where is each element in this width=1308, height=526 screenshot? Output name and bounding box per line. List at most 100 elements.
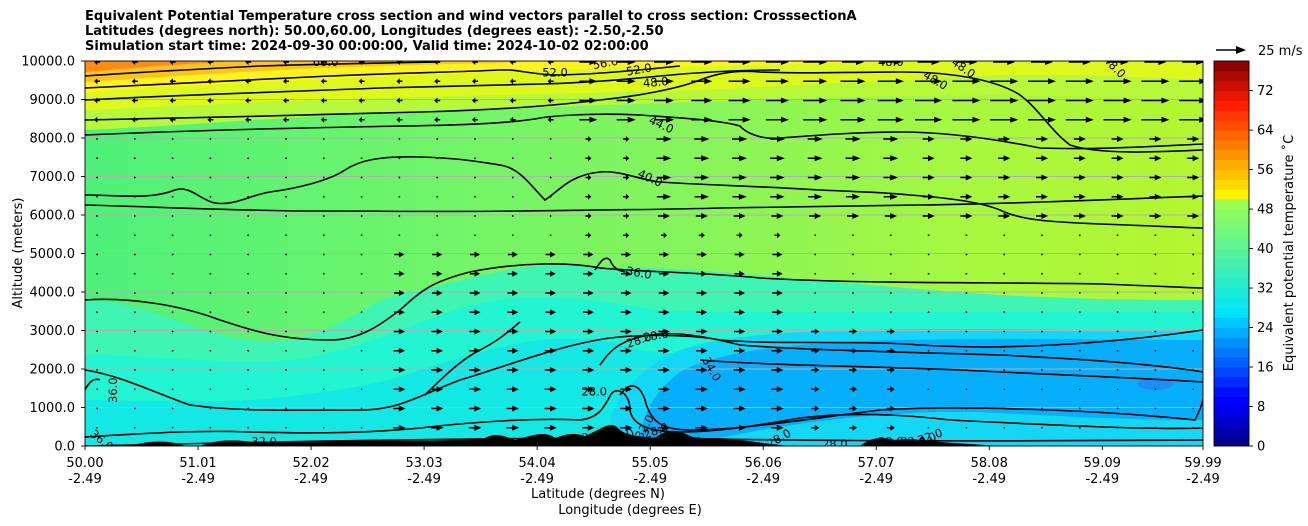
colorbar-bin: [1214, 258, 1249, 269]
wind-vector: [733, 328, 746, 335]
wind-vector: [993, 61, 1016, 65]
wind-vector: [922, 174, 935, 181]
wind-vector: [1028, 78, 1056, 85]
wind-vector: [765, 97, 789, 104]
wind-vector: [585, 232, 592, 239]
wind-vector: [927, 292, 930, 294]
contour-line: [594, 257, 626, 273]
wind-vector: [285, 138, 287, 140]
wind-vector: [803, 97, 828, 104]
wind-vector: [814, 292, 817, 294]
y-tick-label: 3000.0: [30, 324, 76, 339]
wind-vector: [1073, 213, 1086, 219]
y-axis-label: Altitude (meters): [11, 198, 26, 309]
wind-vector: [960, 174, 973, 181]
wind-vector: [209, 176, 212, 179]
quiver-key-label: 25 m/s: [1258, 44, 1303, 59]
wind-vector: [886, 328, 895, 335]
wind-vector: [431, 309, 443, 316]
wind-vector: [883, 136, 899, 142]
wind-vector: [1154, 407, 1157, 410]
wind-vector: [1192, 272, 1195, 275]
colorbar-bin: [1214, 159, 1249, 170]
wind-vector: [245, 61, 252, 65]
wind-vector: [169, 61, 176, 65]
wind-vector: [507, 270, 518, 277]
contour-line: [85, 378, 101, 391]
wind-vector: [511, 215, 514, 217]
wind-vector: [771, 309, 783, 316]
x-tick-label-lat: 56.06: [745, 456, 782, 471]
wind-vector: [736, 232, 743, 239]
quiver-key-arrow-head: [1236, 46, 1246, 54]
wind-vector: [922, 213, 935, 219]
colorbar-bin: [1214, 169, 1249, 180]
wind-vector: [852, 253, 854, 256]
wind-vector: [845, 174, 861, 181]
wind-vector: [209, 349, 212, 352]
wind-vector: [322, 234, 325, 237]
wind-vector: [509, 61, 516, 65]
wind-vector: [393, 328, 406, 335]
contour-label: 28.0: [677, 434, 703, 448]
wind-vector: [1103, 116, 1132, 123]
wind-vector: [582, 309, 594, 316]
wind-vector: [133, 157, 136, 160]
colorbar-bin: [1214, 238, 1249, 249]
wind-vector: [1154, 272, 1157, 275]
wind-vector: [474, 234, 476, 237]
wind-vector: [133, 138, 136, 140]
wind-vector: [469, 251, 481, 258]
wind-vector: [965, 349, 968, 352]
y-tick-label: 2000.0: [30, 363, 76, 378]
wind-vector: [927, 407, 930, 410]
wind-vector: [209, 311, 212, 314]
wind-vector: [732, 136, 748, 142]
wind-vector: [998, 136, 1011, 142]
wind-vector: [209, 234, 212, 237]
wind-vector: [927, 349, 930, 352]
wind-vector: [171, 157, 174, 160]
wind-vector: [1041, 292, 1043, 294]
wind-vector: [852, 292, 854, 294]
wind-vector: [1078, 234, 1081, 237]
wind-vector: [320, 97, 327, 104]
wind-vector: [877, 116, 904, 123]
wind-vector: [468, 405, 482, 412]
wind-vector: [582, 367, 595, 373]
wind-vector: [509, 116, 516, 123]
y-axis: 0.0 1000.0 2000.0 3000.0 4000.0 5000.0 6000.0 7…: [21, 55, 85, 455]
wind-vector: [1179, 97, 1203, 104]
wind-vector: [507, 309, 519, 316]
wind-vector: [1073, 193, 1086, 200]
wind-vector: [285, 234, 287, 237]
wind-vector: [96, 426, 98, 429]
wind-vector: [694, 174, 710, 181]
wind-vector: [619, 405, 633, 412]
wind-vector: [133, 253, 136, 256]
wind-vector: [585, 174, 592, 181]
wind-vector: [1192, 388, 1195, 391]
wind-vector: [171, 388, 174, 391]
wind-vector: [849, 405, 857, 412]
wind-vector: [285, 253, 287, 256]
colorbar-bin: [1214, 347, 1249, 358]
wind-vector: [809, 213, 822, 219]
wind-vector: [960, 213, 973, 219]
wind-vector: [431, 367, 444, 373]
wind-vector: [360, 176, 363, 179]
colorbar-bin: [1214, 376, 1249, 388]
wind-vector: [1187, 136, 1200, 142]
wind-vector: [771, 213, 784, 219]
wind-vector: [322, 195, 325, 198]
wind-vector: [398, 138, 401, 140]
wind-vector: [1078, 253, 1081, 256]
wind-vector: [1182, 61, 1203, 65]
wind-vector: [209, 253, 212, 256]
wind-vector: [849, 328, 857, 335]
wind-vector: [620, 309, 632, 316]
wind-vector: [582, 347, 595, 354]
wind-vector: [845, 193, 861, 200]
wind-vector: [658, 367, 670, 373]
wind-vector: [998, 155, 1011, 162]
